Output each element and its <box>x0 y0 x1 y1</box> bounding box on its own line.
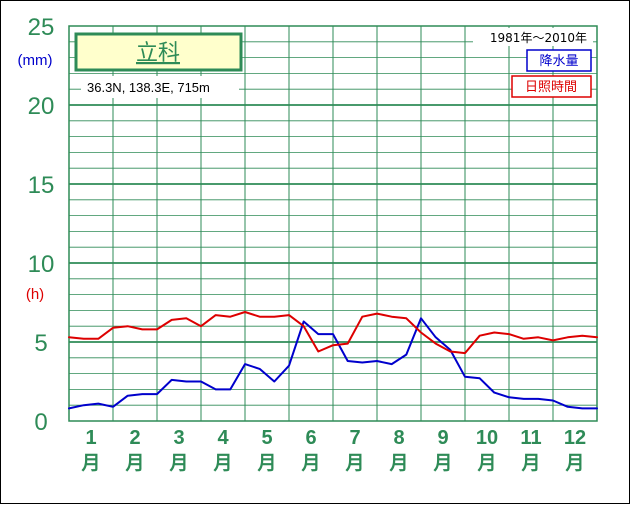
month-number-label: 4 <box>217 427 229 449</box>
y-tick-label: 20 <box>28 93 55 120</box>
month-number-label: 8 <box>393 427 404 449</box>
month-kanji-label: 月 <box>212 452 232 474</box>
period-box <box>473 28 593 46</box>
location-box <box>81 76 239 98</box>
month-number-label: 9 <box>437 427 448 449</box>
y-tick-labels: 0 5 10 15 20 25 <box>28 14 55 436</box>
month-number-label: 1 <box>85 427 96 449</box>
month-number-label: 10 <box>476 427 498 449</box>
precipitation-line <box>68 317 598 410</box>
month-number-label: 6 <box>305 427 316 449</box>
month-kanji-label: 月 <box>476 452 496 474</box>
month-number-label: 11 <box>520 427 541 449</box>
legend-sunshine: 日照時間 <box>511 75 592 98</box>
title-box-frame <box>74 32 243 72</box>
legend-precip-box <box>526 49 592 72</box>
month-kanji-label: 月 <box>520 452 540 474</box>
month-kanji-label: 月 <box>168 452 188 474</box>
month-kanji-label: 月 <box>344 452 364 474</box>
month-kanji-label: 月 <box>564 452 584 474</box>
month-kanji-label: 月 <box>432 452 452 474</box>
legend-sunshine-label: 日照時間 <box>525 80 577 95</box>
month-kanji-label: 月 <box>256 452 276 474</box>
sunshine-line <box>68 311 598 355</box>
month-kanji-label: 月 <box>80 452 100 474</box>
month-number-label: 7 <box>349 427 360 449</box>
month-number-label: 3 <box>173 427 184 449</box>
legend-sunshine-box <box>511 75 592 98</box>
y-tick-label: 10 <box>28 251 55 278</box>
month-number-label: 12 <box>564 427 586 449</box>
y-tick-label: 0 <box>34 409 47 436</box>
month-number-label: 2 <box>129 427 140 449</box>
legend-precip: 降水量 <box>526 49 592 72</box>
location-text: 36.3N, 138.3E, 715m <box>87 80 210 95</box>
station-title: 立科 <box>136 41 180 66</box>
month-kanji-label: 月 <box>388 452 408 474</box>
horizontal-gridlines <box>69 41 597 406</box>
y-tick-label: 15 <box>28 172 55 199</box>
month-labels: 1 月 2 月 3 月 4 月 5 月 6 月 7 月 8 月 9 月 10 月 11 月 12 月 <box>80 427 586 474</box>
y-tick-label: 5 <box>34 330 47 357</box>
month-kanji-label: 月 <box>124 452 144 474</box>
y-tick-label: 25 <box>28 14 55 41</box>
legend-precip-label: 降水量 <box>539 54 578 69</box>
title-box: 立科 <box>74 32 243 72</box>
month-number-label: 5 <box>261 427 272 449</box>
series-lines <box>68 311 598 410</box>
month-kanji-label: 月 <box>300 452 320 474</box>
sunshine-unit-label: (h) <box>26 286 44 303</box>
precip-unit-label: (mm) <box>18 52 53 69</box>
period-text: 1981年〜2010年 <box>490 31 587 45</box>
